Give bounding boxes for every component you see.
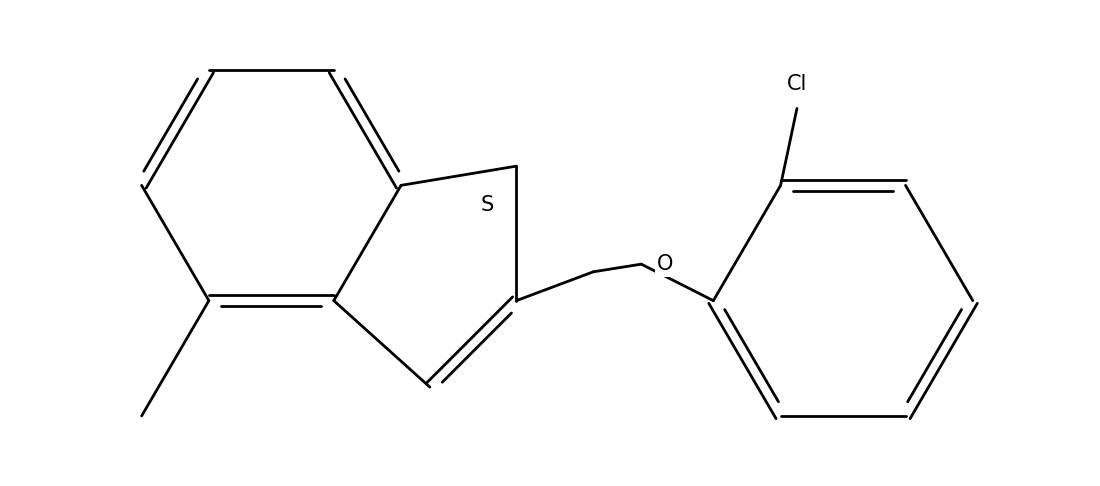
Text: Cl: Cl xyxy=(786,74,807,94)
Text: O: O xyxy=(657,254,673,274)
Text: S: S xyxy=(481,194,494,214)
